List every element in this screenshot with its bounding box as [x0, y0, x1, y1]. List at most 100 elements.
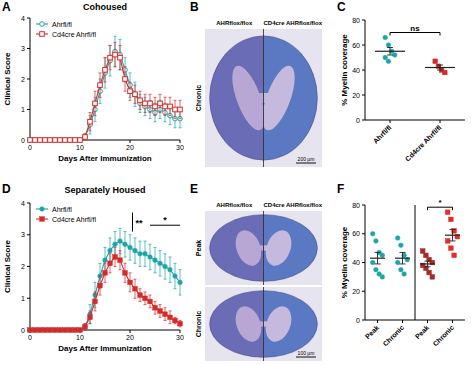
- y-tick-label: 3: [21, 231, 25, 238]
- data-point: [78, 138, 83, 143]
- error-bar: [119, 39, 122, 70]
- data-point: [158, 309, 163, 314]
- data-point: [73, 138, 78, 143]
- significance-label: *: [438, 198, 442, 207]
- data-point: [78, 138, 83, 143]
- tissue-section: [264, 36, 318, 160]
- data-point: [38, 328, 43, 333]
- data-point: [28, 328, 33, 333]
- y-tick-label: 4: [21, 200, 25, 207]
- x-axis-title: Days After Immunization: [58, 344, 152, 353]
- data-point: [123, 77, 128, 82]
- y-axis-title: Clinical Score: [3, 240, 12, 293]
- error-bar: [104, 263, 107, 282]
- error-bar: [450, 229, 456, 241]
- error-bar: [139, 91, 142, 109]
- data-point: [163, 104, 168, 109]
- data-point: [383, 55, 388, 60]
- error-bar: [134, 82, 137, 106]
- data-point: [449, 246, 454, 251]
- data-point: [48, 328, 53, 333]
- x-tick: [440, 120, 441, 123]
- x-tick-label: 10: [76, 334, 84, 341]
- data-point: [103, 68, 108, 73]
- data-point: [48, 138, 53, 143]
- x-tick: [452, 320, 453, 323]
- data-point: [83, 135, 88, 140]
- data-point: [53, 328, 58, 333]
- y-tick: [27, 48, 30, 49]
- data-point: [73, 328, 78, 333]
- panel-letter: F: [337, 182, 344, 196]
- error-bar: [169, 311, 172, 324]
- data-point: [38, 138, 43, 143]
- data-point: [113, 255, 118, 260]
- data-point: [427, 270, 432, 275]
- data-point: [53, 138, 58, 143]
- plot-marks: [375, 35, 455, 75]
- error-bar: [149, 94, 152, 112]
- y-tick: [362, 70, 365, 71]
- data-point: [399, 267, 404, 272]
- error-bar: [129, 235, 132, 260]
- error-bar: [134, 238, 137, 263]
- error-bar: [174, 263, 177, 288]
- error-bar: [134, 85, 137, 103]
- row-label: Chronic: [195, 85, 202, 112]
- micrograph: [264, 29, 323, 167]
- data-point: [118, 239, 123, 244]
- error-bar: [387, 48, 393, 56]
- panel-letter: E: [190, 182, 198, 196]
- data-point: [103, 271, 108, 276]
- error-bar: [99, 276, 102, 295]
- y-tick-label: 0: [21, 327, 25, 334]
- data-point: [43, 328, 48, 333]
- panel-letter: D: [2, 182, 11, 196]
- y-tick: [362, 233, 365, 234]
- data-point: [153, 305, 158, 310]
- data-point: [48, 138, 53, 143]
- gray-matter: [253, 245, 264, 250]
- significance-label: *: [163, 215, 167, 225]
- dot-panel: F020406080% Myelin coveragePeakChronicPe…: [337, 182, 465, 347]
- y-tick: [27, 298, 30, 299]
- error-bar: [164, 97, 167, 115]
- error-bar: [129, 82, 132, 100]
- plot-marks: [28, 36, 183, 142]
- data-point: [68, 138, 73, 143]
- data-point: [168, 315, 173, 320]
- error-bar: [149, 244, 152, 269]
- data-point: [38, 138, 43, 143]
- data-point: [393, 53, 398, 58]
- error-bar: [154, 247, 157, 272]
- data-point: [128, 89, 133, 94]
- data-point: [178, 280, 183, 285]
- x-tick-label: Chronic: [432, 324, 456, 348]
- data-point: [402, 272, 407, 277]
- error-bar: [114, 247, 117, 266]
- gray-matter: [264, 93, 275, 103]
- error-bar: [144, 94, 147, 112]
- y-tick: [27, 79, 30, 80]
- plot-marks: [28, 228, 183, 332]
- data-point: [58, 328, 63, 333]
- x-tick: [427, 320, 428, 323]
- micrograph: [205, 29, 264, 167]
- error-bar: [144, 292, 147, 305]
- error-bar: [114, 42, 117, 66]
- column-label: AHRflox/flox: [216, 20, 253, 26]
- x-tick: [180, 330, 181, 333]
- error-bar: [119, 251, 122, 270]
- error-bar: [114, 36, 117, 67]
- data-point: [443, 70, 448, 75]
- data-point: [163, 312, 168, 317]
- x-tick: [130, 330, 131, 333]
- gray-matter: [253, 321, 264, 326]
- error-bar: [159, 251, 162, 276]
- data-point: [28, 328, 33, 333]
- gray-matter: [253, 93, 264, 103]
- data-point: [420, 249, 425, 254]
- x-tick-label: 10: [76, 144, 84, 151]
- micrograph: [264, 287, 323, 361]
- x-tick-label: 0: [28, 144, 32, 151]
